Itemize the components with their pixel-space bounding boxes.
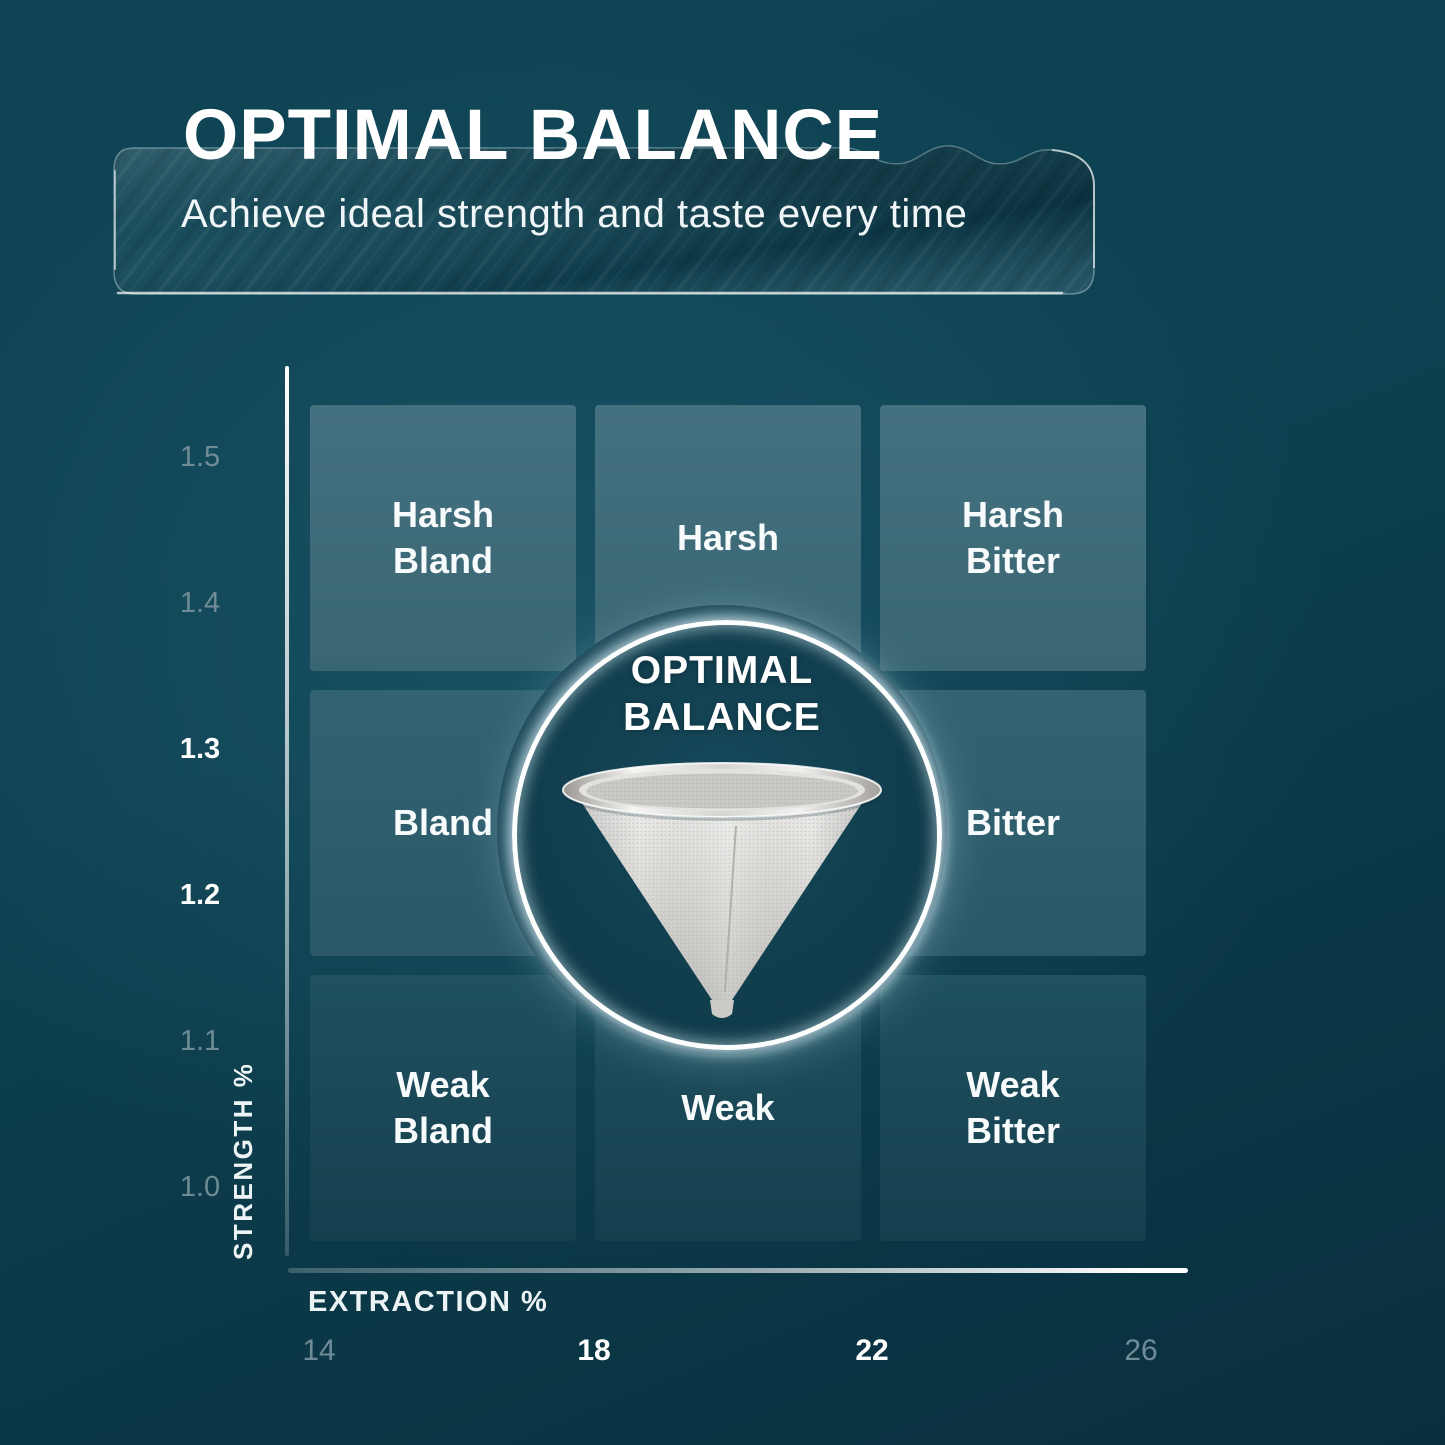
cell-label: Harsh Bland [391, 493, 495, 581]
x-axis-title: EXTRACTION % [308, 1286, 549, 1318]
cell-label: Harsh [676, 516, 780, 558]
x-tick-18: 18 [577, 1334, 611, 1367]
optimal-balance-badge: OPTIMAL BALANCE [572, 648, 872, 742]
grid-cell-weak-bland: Weak Bland [310, 975, 576, 1241]
page-subtitle: Achieve ideal strength and taste every t… [181, 192, 968, 236]
badge-line-2: BALANCE [623, 695, 821, 739]
grid-cell-harsh-bitter: Harsh Bitter [880, 405, 1146, 671]
badge-line-1: OPTIMAL [630, 649, 814, 692]
y-axis-title: STRENGTH % [228, 1061, 258, 1260]
x-tick-22: 22 [855, 1334, 889, 1367]
x-axis-line [288, 1268, 1188, 1273]
cell-label: Weak Bitter [965, 1063, 1060, 1151]
grid-cell-weak-bitter: Weak Bitter [880, 975, 1146, 1241]
cell-label: Weak [681, 1086, 775, 1128]
y-tick-1-3: 1.3 [179, 733, 221, 765]
cell-label: Bland [392, 801, 493, 843]
y-tick-1-2: 1.2 [179, 879, 221, 911]
y-tick-1-4: 1.4 [179, 587, 221, 619]
y-tick-1-5: 1.5 [179, 441, 221, 473]
y-axis-line [285, 366, 289, 1256]
glass-banner-panel [113, 145, 1095, 295]
cell-label: Harsh Bitter [961, 493, 1065, 581]
coffee-filter-cone-image [562, 762, 882, 1018]
cell-label: Bitter [965, 801, 1060, 843]
page-title: OPTIMAL BALANCE [183, 96, 884, 175]
x-tick-14: 14 [302, 1334, 336, 1367]
optimal-zone-ring [512, 620, 942, 1050]
y-tick-1-1: 1.1 [179, 1025, 221, 1057]
x-tick-26: 26 [1124, 1334, 1158, 1367]
grid-cell-harsh-bland: Harsh Bland [310, 405, 576, 671]
y-tick-1-0: 1.0 [179, 1171, 221, 1203]
cell-label: Weak Bland [392, 1063, 493, 1151]
